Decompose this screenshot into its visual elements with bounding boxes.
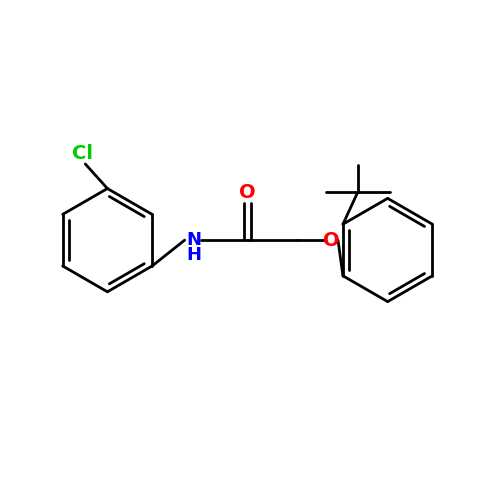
Text: N: N (186, 231, 201, 249)
Text: O: O (239, 183, 256, 202)
Text: Cl: Cl (72, 144, 94, 163)
Text: O: O (323, 230, 340, 250)
Text: H: H (186, 246, 201, 264)
